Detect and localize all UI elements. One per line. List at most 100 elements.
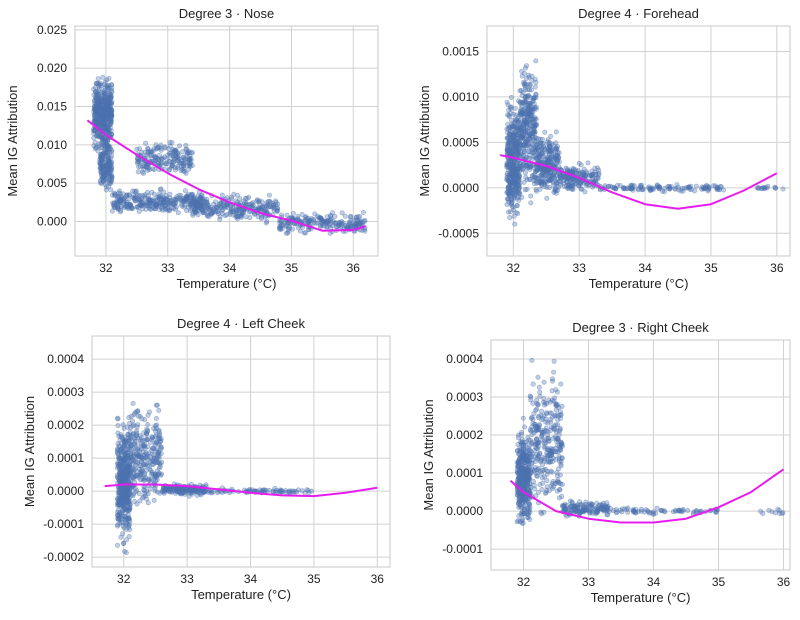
scatter-point [333,220,339,226]
scatter-point [132,442,138,448]
x-tick-label: 35 [307,572,321,586]
x-tick-label: 35 [285,261,299,275]
scatter-point [243,214,249,220]
scatter-point [504,202,510,208]
scatter-point [157,186,163,192]
scatter-point [95,102,101,108]
scatter-point [515,182,521,188]
scatter-point [145,412,151,418]
scatter-point [519,483,525,489]
scatter-point [182,156,188,162]
scatter-point [526,165,532,171]
y-tick-label: 0.0005 [442,135,479,149]
scatter-point [527,94,533,100]
chart-title: Degree 3 · Nose [179,6,274,21]
scatter-point [507,131,513,137]
scatter-point [115,415,121,421]
scatter-point [548,427,554,433]
scatter-point [100,155,106,161]
scatter-point [177,143,183,149]
scatter-point [541,438,547,444]
scatter-point [152,167,158,173]
scatter-point [114,446,120,452]
scatter-point [685,507,691,513]
scatter-point [285,230,291,236]
scatter-point [125,497,131,503]
scatter-point [108,120,114,126]
scatter-point [553,129,559,135]
scatter-point [547,410,553,416]
scatter-point [103,138,109,144]
scatter-point [130,188,136,194]
scatter-point [161,189,167,195]
scatter-point [525,505,531,511]
scatter-point [521,146,527,152]
scatter-point [553,422,559,428]
scatter-point [674,182,680,188]
scatter-point [98,152,104,158]
scatter-point [546,157,552,163]
scatter-point [529,73,535,79]
scatter-point [535,166,541,172]
x-tick-label: 34 [223,261,237,275]
scatter-point [504,135,510,141]
x-tick-label: 33 [180,572,194,586]
scatter-point [546,447,552,453]
scatter-point [140,442,146,448]
scatter-point [613,186,619,192]
scatter-point [120,489,126,495]
scatter-point [522,128,528,134]
scatter-point [118,198,124,204]
scatter-point [108,113,114,119]
scatter-point [302,215,308,221]
scatter-point [130,423,136,429]
scatter-point [142,438,148,444]
scatter-point [123,471,129,477]
scatter-point [180,149,186,155]
scatter-point [141,170,147,176]
x-tick-label: 36 [770,261,784,275]
scatter-point [569,499,575,505]
scatter-point [525,87,531,93]
scatter-point [519,93,525,99]
scatter-point [516,462,522,468]
scatter-points [114,400,315,556]
scatter-point [637,182,643,188]
scatter-point [102,92,108,98]
scatter-point [116,487,122,493]
scatter-point [528,470,534,476]
scatter-point [780,186,786,192]
scatter-point [156,441,162,447]
x-tick-label: 34 [638,261,652,275]
scatter-point [149,458,155,464]
scatter-point [549,378,555,384]
scatter-point [667,185,673,191]
scatter-point [278,219,284,225]
x-tick-label: 32 [99,261,113,275]
scatter-point [158,142,164,148]
scatter-point [520,442,526,448]
scatter-point [529,173,535,179]
y-tick-label: 0.000 [37,215,67,229]
scatter-point [528,193,534,199]
scatter-point [91,119,97,125]
scatter-point [536,422,542,428]
scatter-point [360,210,366,216]
scatter-point [137,448,143,454]
scatter-point [99,115,105,121]
scatter-point [589,175,595,181]
scatter-point [506,185,512,191]
scatter-point [505,102,511,108]
scatter-point [606,183,612,189]
scatter-point [102,82,108,88]
scatter-point [547,458,553,464]
scatter-point [180,199,186,205]
scatter-point [716,187,722,193]
y-tick-label: 0.0000 [47,484,84,498]
scatter-point [523,139,529,145]
scatter-point [557,425,563,431]
scatter-point [552,153,558,159]
scatter-point [266,487,272,493]
scatter-point [94,145,100,151]
